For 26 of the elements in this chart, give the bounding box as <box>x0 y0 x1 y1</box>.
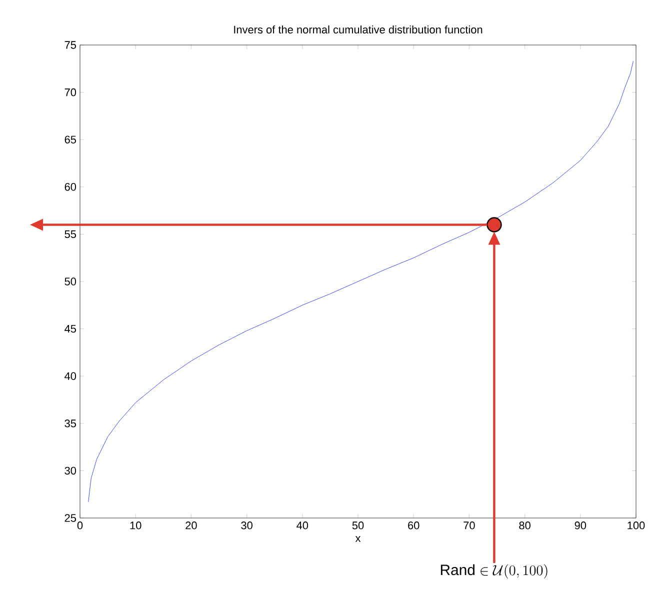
y-tick-label: 40 <box>64 372 76 380</box>
x-tick-label: 10 <box>130 522 142 530</box>
x-tick-label: 100 <box>628 522 645 530</box>
y-tick-label: 65 <box>64 136 76 144</box>
y-tick-label: 30 <box>64 466 76 475</box>
x-tick-label: 90 <box>574 522 586 530</box>
y-tick-label: 25 <box>64 514 76 522</box>
x-tick-label: 60 <box>408 522 420 530</box>
y-tick-label: 45 <box>64 324 76 333</box>
x-tick-label: 20 <box>186 522 197 530</box>
y-tick-label: 50 <box>64 278 76 286</box>
line-series <box>88 60 634 502</box>
y-tick-label: 70 <box>64 88 76 96</box>
chart-title: Invers of the normal cumulative distribution function <box>234 25 482 34</box>
x-tick-label: 70 <box>464 522 475 530</box>
x-tick-label: 0 <box>77 522 83 530</box>
x-tick-label: 40 <box>296 522 308 530</box>
x-tick-label: 30 <box>241 522 252 530</box>
x-axis-title: x <box>355 536 361 542</box>
text: $\mathrm{Rand} \in \mathcal{U}(0,100)$ <box>440 564 548 579</box>
y-tick-label: 75 <box>64 41 76 49</box>
y-tick-label: 60 <box>64 183 76 191</box>
x-tick-label: 80 <box>519 522 530 530</box>
y-tick-label: 55 <box>64 230 76 238</box>
x-tick-label: 50 <box>352 522 364 530</box>
y-tick-label: 35 <box>64 420 76 428</box>
